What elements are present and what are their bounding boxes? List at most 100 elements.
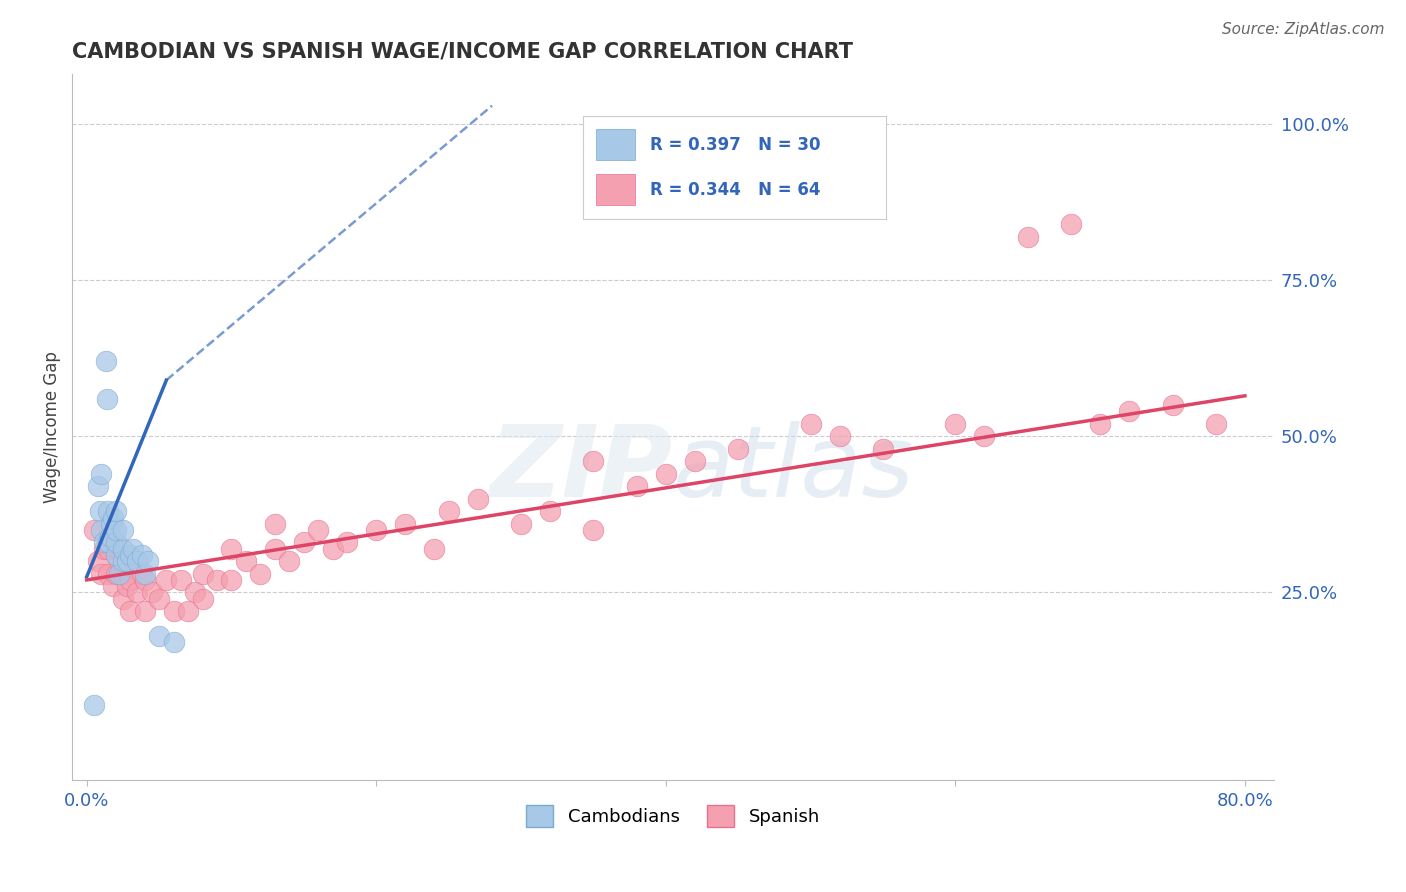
Point: [249, 566, 271, 581]
Point: [120, 604, 142, 618]
Point: [90, 523, 112, 537]
Point: [1205, 417, 1227, 431]
Point: [170, 573, 193, 587]
Point: [101, 579, 124, 593]
FancyBboxPatch shape: [596, 129, 636, 160]
Point: [336, 535, 359, 549]
Point: [90, 467, 112, 481]
Point: [1161, 398, 1184, 412]
Point: [136, 554, 159, 568]
Point: [191, 566, 214, 581]
Point: [191, 591, 214, 606]
Point: [122, 541, 145, 556]
Point: [104, 504, 127, 518]
Point: [97, 541, 120, 556]
Point: [655, 467, 678, 481]
Point: [264, 541, 287, 556]
Point: [423, 541, 446, 556]
Point: [111, 523, 134, 537]
Point: [148, 629, 170, 643]
Point: [131, 566, 153, 581]
Text: ZIP: ZIP: [491, 421, 673, 518]
Point: [582, 523, 605, 537]
Point: [626, 479, 648, 493]
Point: [96, 392, 118, 406]
Point: [162, 635, 184, 649]
Point: [127, 554, 149, 568]
Point: [93, 535, 115, 549]
Point: [87, 554, 110, 568]
Point: [973, 429, 995, 443]
Point: [107, 566, 129, 581]
Point: [104, 535, 127, 549]
Point: [1118, 404, 1140, 418]
Text: CAMBODIAN VS SPANISH WAGE/INCOME GAP CORRELATION CHART: CAMBODIAN VS SPANISH WAGE/INCOME GAP COR…: [72, 42, 853, 62]
Point: [582, 454, 605, 468]
Text: R = 0.397   N = 30: R = 0.397 N = 30: [650, 136, 821, 153]
Point: [264, 516, 287, 531]
Point: [134, 573, 156, 587]
Point: [683, 454, 706, 468]
Point: [155, 573, 177, 587]
Point: [1060, 217, 1083, 231]
Point: [510, 516, 533, 531]
FancyBboxPatch shape: [596, 175, 636, 205]
Text: R = 0.344   N = 64: R = 0.344 N = 64: [650, 181, 821, 199]
Point: [828, 429, 851, 443]
Point: [292, 535, 315, 549]
Legend: Cambodians, Spanish: Cambodians, Spanish: [519, 797, 827, 834]
Point: [148, 591, 170, 606]
Point: [394, 516, 416, 531]
Point: [1088, 417, 1111, 431]
Point: [307, 523, 329, 537]
Point: [134, 566, 156, 581]
Point: [98, 529, 121, 543]
Point: [93, 541, 115, 556]
Point: [111, 541, 134, 556]
Point: [107, 554, 129, 568]
Point: [205, 573, 228, 587]
Point: [538, 504, 561, 518]
Point: [97, 566, 120, 581]
Point: [97, 504, 120, 518]
Point: [120, 573, 142, 587]
Point: [89, 504, 111, 518]
Point: [90, 566, 112, 581]
Y-axis label: Wage/Income Gap: Wage/Income Gap: [44, 351, 60, 503]
Point: [87, 479, 110, 493]
Point: [111, 591, 134, 606]
Point: [162, 604, 184, 618]
Point: [134, 604, 156, 618]
Point: [943, 417, 966, 431]
Point: [467, 491, 489, 506]
Point: [278, 554, 301, 568]
Point: [127, 585, 149, 599]
Point: [727, 442, 749, 456]
Point: [94, 354, 117, 368]
Point: [83, 523, 105, 537]
Point: [437, 504, 460, 518]
Point: [872, 442, 894, 456]
Point: [184, 585, 207, 599]
Text: Source: ZipAtlas.com: Source: ZipAtlas.com: [1222, 22, 1385, 37]
Point: [104, 523, 127, 537]
Point: [322, 541, 344, 556]
Point: [141, 585, 163, 599]
Point: [111, 566, 134, 581]
Point: [100, 516, 122, 531]
Point: [117, 579, 139, 593]
Point: [1017, 229, 1039, 244]
Point: [366, 523, 388, 537]
Point: [97, 535, 120, 549]
Point: [111, 554, 134, 568]
Point: [131, 548, 153, 562]
Point: [221, 541, 243, 556]
Point: [83, 698, 105, 712]
Point: [120, 548, 142, 562]
Point: [104, 566, 127, 581]
Point: [177, 604, 200, 618]
Point: [117, 554, 139, 568]
Point: [104, 541, 127, 556]
Point: [235, 554, 257, 568]
Point: [101, 510, 124, 524]
